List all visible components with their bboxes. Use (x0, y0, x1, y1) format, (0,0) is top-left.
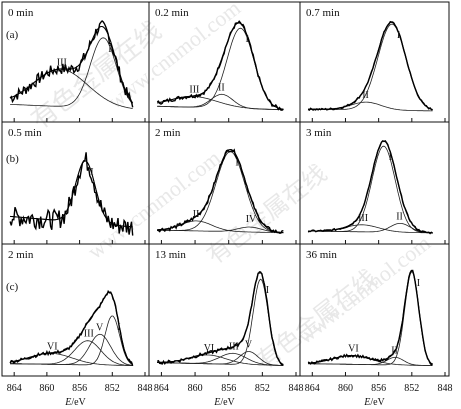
peak-label-II: II (362, 90, 369, 101)
peak-label-III: III (229, 341, 239, 352)
row-label: (a) (6, 29, 19, 41)
panel-frame (299, 243, 450, 377)
fit-envelope (308, 269, 433, 365)
fit-peak-I (308, 145, 433, 234)
peak-label-I: I (117, 322, 120, 333)
x-tick-label: 852 (105, 383, 120, 394)
fit-peak-IV (157, 226, 284, 234)
panel-b1: 0.5 min I (1, 121, 150, 245)
x-tick-label: 860 (39, 383, 54, 394)
fit-peak-I (308, 23, 433, 110)
fit-peak-II (308, 356, 433, 366)
x-tick-label: 848 (138, 383, 153, 394)
watermark-url: www.cnnmol.com (293, 230, 435, 349)
peak-label-I: I (235, 158, 238, 169)
x-tick-label: 856 (371, 383, 386, 394)
x-axis-title-symbol: E (363, 397, 370, 408)
time-label: 2 min (155, 127, 181, 139)
peak-label-VI: VI (348, 344, 359, 355)
x-axis-title-symbol: E (213, 397, 220, 408)
peak-label-I: I (389, 152, 392, 163)
peak-label-I: I (246, 34, 249, 45)
time-label: 0.5 min (8, 127, 42, 139)
peak-label-II: II (396, 211, 403, 222)
x-axis-title-unit: /eV (71, 397, 86, 408)
fit-envelope (9, 25, 134, 104)
x-tick-label: 848 (438, 383, 453, 394)
raw-spectrum (9, 20, 134, 108)
fit-peak-II (308, 223, 433, 234)
fit-envelope (10, 291, 133, 365)
peak-label-I: I (266, 285, 269, 296)
x-tick-label: 852 (404, 383, 419, 394)
peak-label-II: II (193, 209, 200, 220)
raw-spectrum (9, 152, 134, 236)
time-label: 0.2 min (155, 7, 189, 19)
peak-label-III: III (189, 85, 199, 96)
x-tick-label: 852 (255, 383, 270, 394)
x-axis-title-unit: /eV (220, 397, 235, 408)
peak-label-III: III (84, 329, 94, 340)
x-tick-label: 864 (154, 383, 169, 394)
time-label: 0.7 min (306, 7, 340, 19)
time-label: 0 min (8, 7, 34, 19)
time-label: 3 min (306, 127, 332, 139)
fit-peak-V (10, 333, 133, 366)
fit-envelope (308, 140, 433, 234)
peak-label-VI: VI (47, 341, 58, 352)
peak-label-V: V (96, 322, 104, 333)
row-label: (b) (6, 153, 19, 165)
peak-label-I: I (90, 167, 93, 178)
peak-label-II: II (218, 82, 225, 93)
peak-label-I: I (108, 44, 111, 55)
watermark-url: www.cnnmol.com (83, 145, 225, 264)
fit-envelope (157, 148, 284, 234)
x-tick-label: 848 (289, 383, 304, 394)
peak-label-I: I (417, 278, 420, 289)
peak-label-VI: VI (204, 343, 215, 354)
peak-label-I: I (397, 30, 400, 41)
x-axis-title: E/eV (213, 397, 235, 408)
watermark: 有色金属在线 www.cnnmol.com 有色金属在线 www.cnnmol.… (26, 0, 435, 375)
peak-label-III: III (358, 213, 368, 224)
x-tick-label: 856 (72, 383, 87, 394)
time-label: 2 min (8, 249, 34, 261)
time-label: 13 min (155, 249, 186, 261)
peak-label-III: III (57, 57, 67, 68)
x-tick-label: 856 (221, 383, 236, 394)
x-tick-label: 864 (305, 383, 320, 394)
fit-envelope (308, 21, 433, 111)
peak-label-IV: IV (246, 214, 257, 225)
x-axis-title-symbol: E (64, 397, 71, 408)
fit-peak-I (10, 37, 133, 107)
x-axis-title-unit: /eV (370, 397, 385, 408)
x-tick-label: 860 (188, 383, 203, 394)
fit-envelope (157, 22, 284, 110)
x-tick-label: 860 (338, 383, 353, 394)
time-label: 36 min (306, 249, 337, 261)
row-label: (c) (6, 281, 19, 293)
raw-spectrum (307, 20, 433, 111)
peak-label-II: II (391, 345, 398, 356)
fit-envelope (10, 160, 133, 228)
x-axis-title: E/eV (64, 397, 86, 408)
fit-envelope (157, 271, 284, 365)
x-tick-label: 864 (7, 383, 22, 394)
fit-peak-V (157, 351, 284, 366)
peak-label-V: V (245, 340, 253, 351)
x-axis-title: E/eV (363, 397, 385, 408)
